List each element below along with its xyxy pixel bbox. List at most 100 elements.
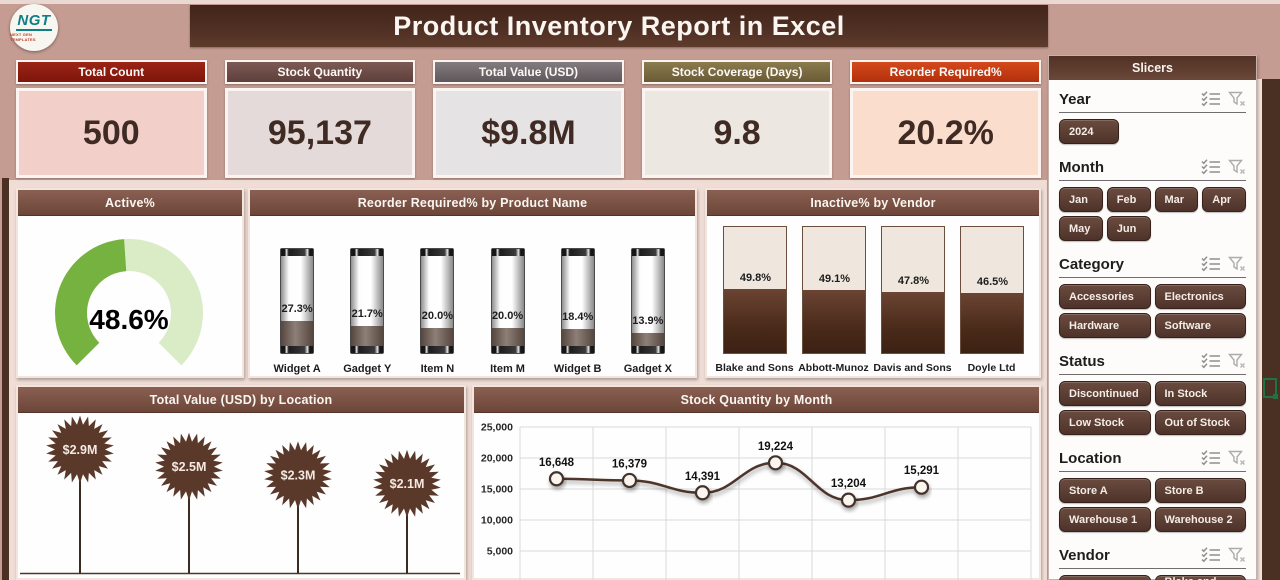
slicer-option-store-a[interactable]: Store A [1059, 478, 1151, 503]
starburst-core [383, 459, 431, 508]
panel-reorder-title: Reorder Required% by Product Name [357, 195, 588, 210]
battery-value-label: 20.0% [421, 310, 453, 322]
slicer-option-in-stock[interactable]: In Stock [1154, 381, 1246, 406]
clear-filter-icon[interactable] [1228, 547, 1246, 563]
slicer-option-blake-and-sons[interactable]: Blake and Sons [1154, 575, 1246, 580]
slicer-option-apr[interactable]: Apr [1202, 187, 1246, 212]
kpi-label-stock-quantity: Stock Quantity [277, 65, 363, 79]
battery-bar: 21.7% Gadget Y [340, 248, 394, 375]
slicer-option-warehouse-2[interactable]: Warehouse 2 [1154, 507, 1246, 532]
slicer-option-warehouse-1[interactable]: Warehouse 1 [1059, 507, 1151, 532]
panel-reorder-header: Reorder Required% by Product Name [250, 190, 695, 216]
panel-inactive-title: Inactive% by Vendor [810, 195, 936, 210]
vendor-fill [802, 290, 865, 353]
panel-active-header: Active% [18, 190, 242, 216]
logo-subtext: NEXT GEN TEMPLATES [10, 31, 36, 42]
battery-tube: 21.7% [350, 248, 385, 354]
slicer-option-mar[interactable]: Mar [1154, 187, 1199, 212]
vendor-bar-chart: 49.8% Blake and Sons 49.1% Abbott-Munoz 47.8… [707, 216, 1039, 374]
slicer-option-may[interactable]: May [1059, 216, 1103, 241]
slicer-option-low-stock[interactable]: Low Stock [1059, 410, 1151, 435]
multi-select-icon[interactable] [1201, 91, 1221, 107]
slicer-options: Discontinued In Stock Low Stock Out of Stoc… [1059, 381, 1246, 435]
battery-bar-chart: 27.3% Widget A 21.7% Gadget Y 20.0% Item N 20.… [250, 216, 695, 375]
slicer-options: Accessories Electronics Hardware Software [1059, 284, 1246, 338]
lollipop-value-label: $2.3M [281, 469, 316, 483]
vendor-bar: 46.5% Doyle Ltd [954, 226, 1030, 374]
battery-cap-bottom [491, 346, 524, 353]
slicer-option-electronics[interactable]: Electronics [1154, 284, 1246, 309]
report-title: Product Inventory Report in Excel [393, 10, 845, 41]
battery-bar: 13.9% Gadget X [621, 248, 675, 375]
battery-cap-top [351, 249, 384, 256]
slicer-section-name: Year [1059, 90, 1091, 108]
kpi-card-total-value-usd: Total Value (USD) $9.8M [433, 60, 624, 178]
slicer-option-feb[interactable]: Feb [1106, 187, 1151, 212]
vendor-category-label: Blake and Sons [715, 362, 794, 374]
kpi-card-stock-quantity: Stock Quantity 95,137 [224, 60, 416, 178]
slicer-section-icons [1201, 353, 1246, 369]
data-point-marker [548, 471, 565, 487]
gauge-chart: 48.6% [18, 216, 242, 381]
data-point-label: 15,291 [904, 465, 940, 477]
kpi-value-reorder-required: 20.2% [897, 113, 994, 152]
kpi-value-box-stock-coverage-days: 9.8 [641, 88, 833, 178]
slicer-option-software[interactable]: Software [1154, 313, 1246, 338]
lollipop-value-label: $2.1M [390, 477, 425, 491]
lollipop-value-label: $2.9M [63, 443, 98, 457]
slicer-option-accessories[interactable]: Accessories [1059, 284, 1151, 309]
multi-select-icon[interactable] [1201, 450, 1221, 466]
clear-filter-icon[interactable] [1228, 91, 1246, 107]
slicer-option-jan[interactable]: Jan [1059, 187, 1103, 212]
slicer-section-name: Location [1059, 449, 1122, 467]
battery-fill [351, 326, 384, 346]
battery-cap-bottom [351, 346, 384, 353]
battery-cap-top [281, 249, 314, 256]
battery-cap-top [631, 249, 664, 256]
right-border-strip [1262, 79, 1280, 580]
slicer-option-jun[interactable]: Jun [1106, 216, 1151, 241]
multi-select-icon[interactable] [1201, 159, 1221, 175]
slicer-separator [1059, 112, 1246, 113]
clear-filter-icon[interactable] [1228, 159, 1246, 175]
battery-category-label: Item N [420, 363, 455, 375]
slicer-option-abbott-munoz[interactable]: Abbott-Munoz [1059, 575, 1151, 580]
y-tick-label: 10,000 [481, 515, 513, 527]
slicer-option-discontinued[interactable]: Discontinued [1059, 381, 1151, 406]
battery-tube: 27.3% [280, 248, 315, 354]
slicer-option-out-of-stock[interactable]: Out of Stock [1154, 410, 1246, 435]
slicer-separator [1059, 180, 1246, 181]
vendor-value-label: 49.1% [818, 273, 851, 285]
clear-filter-icon[interactable] [1228, 256, 1246, 272]
battery-category-label: Gadget X [623, 363, 672, 375]
slicer-section-icons [1201, 159, 1246, 175]
slicer-section-icons [1201, 91, 1246, 107]
kpi-header-stock-coverage-days: Stock Coverage (Days) [641, 60, 833, 84]
clear-filter-icon[interactable] [1228, 353, 1246, 369]
kpi-value-total-value-usd: $9.8M [481, 113, 576, 152]
slicer-section-vendor: Vendor Abbott-MunozBlake and SonsDavis a… [1059, 544, 1246, 580]
slicer-section-icons [1201, 450, 1246, 466]
right-gap-strip [1257, 79, 1262, 580]
multi-select-icon[interactable] [1201, 547, 1221, 563]
panel-stock-by-month: Stock Quantity by Month 25,000 20,000 15,0… [472, 385, 1041, 580]
slicer-option-2024[interactable]: 2024 [1059, 119, 1119, 144]
slicer-section-header: Category [1059, 253, 1246, 275]
battery-tube: 18.4% [560, 248, 595, 354]
slicer-separator [1059, 471, 1246, 472]
clear-filter-icon[interactable] [1228, 450, 1246, 466]
slicer-section-header: Status [1059, 350, 1246, 372]
battery-fill [281, 321, 314, 346]
lollipop-chart: $2.9M $2.5M $2.3M $2.1M [18, 413, 464, 580]
battery-tube: 20.0% [490, 248, 525, 354]
panel-location-header: Total Value (USD) by Location [18, 387, 464, 413]
multi-select-icon[interactable] [1201, 353, 1221, 369]
panel-active-title: Active% [104, 195, 156, 210]
multi-select-icon[interactable] [1201, 256, 1221, 272]
panel-location-title: Total Value (USD) by Location [149, 392, 333, 407]
line-chart-svg: 25,000 20,000 15,000 10,000 5,000 16,648 16,37… [481, 422, 1032, 580]
vendor-value-label: 46.5% [976, 276, 1009, 288]
gauge-svg: 48.6% [55, 239, 204, 366]
slicer-option-hardware[interactable]: Hardware [1059, 313, 1151, 338]
slicer-option-store-b[interactable]: Store B [1154, 478, 1246, 503]
